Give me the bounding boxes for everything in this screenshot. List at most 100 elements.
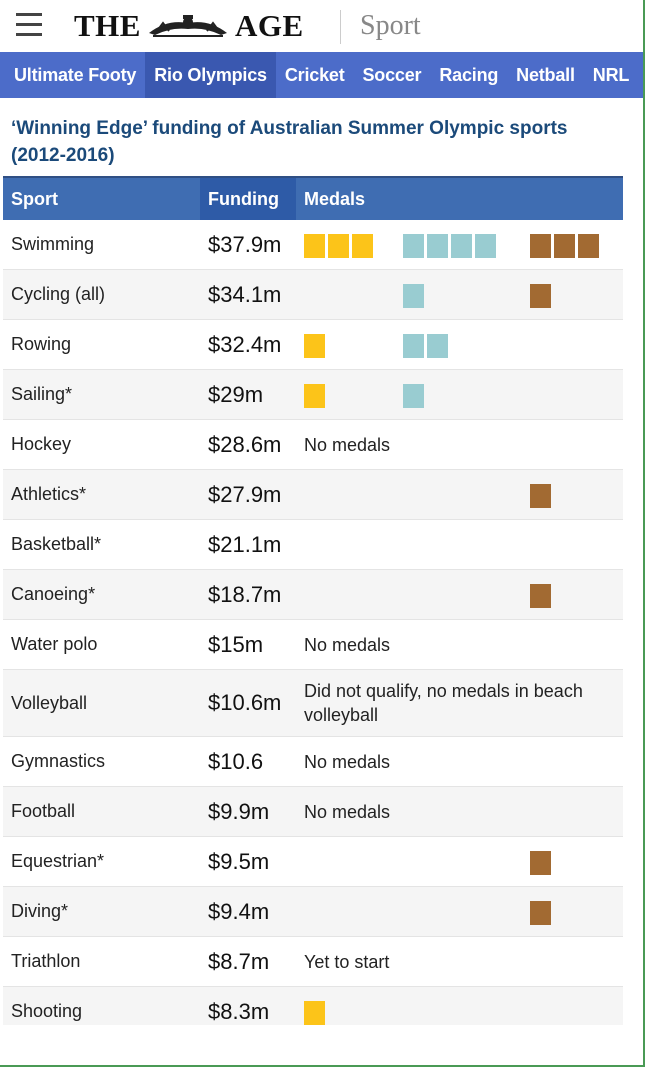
hamburger-menu-icon[interactable] <box>16 13 42 37</box>
nav-item-soccer[interactable]: Soccer <box>362 64 422 85</box>
sport-cell: Volleyball <box>3 669 200 737</box>
funding-cell: $37.9m <box>200 220 296 270</box>
medal-group <box>304 887 615 936</box>
funding-table: Sport Funding Medals Swimming $37.9m Cycli… <box>3 176 623 1037</box>
sport-cell: Athletics* <box>3 469 200 520</box>
bronze-medal-icon <box>530 284 551 308</box>
right-border <box>643 0 645 1067</box>
funding-cell: $9.4m <box>200 886 296 937</box>
medals-cell <box>296 469 623 520</box>
funding-cell: $29m <box>200 369 296 420</box>
medals-cell <box>296 569 623 620</box>
medal-group <box>304 520 615 569</box>
sport-cell: Cycling (all) <box>3 269 200 320</box>
table-row: Canoeing* $18.7m <box>3 569 623 620</box>
silver-medal-icon <box>427 334 448 358</box>
bronze-medal-icon <box>530 234 551 258</box>
medal-note: Yet to start <box>304 951 390 972</box>
silver-medal-icon <box>403 334 424 358</box>
table-row: Rowing $32.4m <box>3 319 623 370</box>
sport-cell: Equestrian* <box>3 836 200 887</box>
table-row: Water polo $15m No medals <box>3 619 623 670</box>
header-medals: Medals <box>296 176 623 220</box>
sport-cell: Sailing* <box>3 369 200 420</box>
medal-group <box>304 987 615 1036</box>
table-row: Equestrian* $9.5m <box>3 836 623 887</box>
medal-note: No medals <box>304 801 391 822</box>
table-row: Basketball* $21.1m <box>3 519 623 570</box>
bronze-medal-icon <box>530 901 551 925</box>
header-sport: Sport <box>3 176 200 220</box>
medals-cell <box>296 836 623 887</box>
medals-cell: No medals <box>296 786 623 837</box>
nav-item-nrl[interactable]: NRL <box>592 64 630 85</box>
funding-cell: $9.9m <box>200 786 296 837</box>
silver-medal-icon <box>403 384 424 408</box>
gold-medal-icon <box>304 334 325 358</box>
medal-note: No medals <box>304 634 391 655</box>
medals-cell: Yet to start <box>296 936 623 987</box>
nav-item-ultimate-footy[interactable]: Ultimate Footy <box>14 64 137 85</box>
bronze-medal-icon <box>554 234 575 258</box>
medal-group <box>304 837 615 886</box>
funding-cell: $15m <box>200 619 296 670</box>
table-row: Hockey $28.6m No medals <box>3 419 623 470</box>
nav-item-netball[interactable]: Netball <box>516 64 575 85</box>
funding-cell: $10.6 <box>200 736 296 787</box>
medals-cell: No medals <box>296 736 623 787</box>
sport-cell: Swimming <box>3 220 200 270</box>
medals-cell <box>296 886 623 937</box>
bronze-medal-icon <box>530 851 551 875</box>
section-name: Sport <box>360 10 421 41</box>
gold-medal-icon <box>304 1001 325 1025</box>
sport-cell: Basketball* <box>3 519 200 570</box>
medal-group <box>304 370 615 419</box>
nav-item-cricket[interactable]: Cricket <box>284 64 345 85</box>
table-row: Diving* $9.4m <box>3 886 623 937</box>
funding-cell: $8.7m <box>200 936 296 987</box>
funding-cell: $27.9m <box>200 469 296 520</box>
medals-cell: Did not qualify, no medals in beach voll… <box>296 669 623 737</box>
gold-medal-icon <box>328 234 349 258</box>
medal-group <box>304 320 615 369</box>
medals-cell: No medals <box>296 619 623 670</box>
funding-cell: $28.6m <box>200 419 296 470</box>
table-header-row: Sport Funding Medals <box>3 176 623 220</box>
crest-icon <box>148 15 227 37</box>
nav-item-racing[interactable]: Racing <box>439 64 499 85</box>
section-nav: Ultimate Footy Rio Olympics Cricket Socc… <box>0 52 645 98</box>
medal-note: No medals <box>304 434 391 455</box>
table-row: Gymnastics $10.6 No medals <box>3 736 623 787</box>
medal-group <box>304 220 615 269</box>
silver-medal-icon <box>475 234 496 258</box>
silver-medal-icon <box>403 234 424 258</box>
chart-title: ‘Winning Edge’ funding of Australian Sum… <box>11 118 568 166</box>
medal-group <box>304 470 615 519</box>
table-row: Athletics* $27.9m <box>3 469 623 520</box>
bronze-medal-icon <box>530 484 551 508</box>
funding-cell: $10.6m <box>200 669 296 737</box>
sport-cell: Water polo <box>3 619 200 670</box>
logo-text-the: THE <box>74 8 141 43</box>
logo-text-age: AGE <box>234 8 304 43</box>
funding-cell: $32.4m <box>200 319 296 370</box>
sport-cell: Canoeing* <box>3 569 200 620</box>
funding-cell: $18.7m <box>200 569 296 620</box>
funding-cell: $34.1m <box>200 269 296 320</box>
table-row: Triathlon $8.7m Yet to start <box>3 936 623 987</box>
silver-medal-icon <box>427 234 448 258</box>
medal-note: No medals <box>304 751 391 772</box>
silver-medal-icon <box>451 234 472 258</box>
medals-cell <box>296 369 623 420</box>
bronze-medal-icon <box>578 234 599 258</box>
the-age-logo[interactable]: THE AGE <box>74 8 304 44</box>
nav-item-rio-olympics[interactable]: Rio Olympics <box>145 52 276 98</box>
table-row: Cycling (all) $34.1m <box>3 269 623 320</box>
sport-cell: Hockey <box>3 419 200 470</box>
masthead: THE AGE Sport <box>0 0 645 52</box>
table-row: Sailing* $29m <box>3 369 623 420</box>
medal-group <box>304 570 615 619</box>
sport-cell: Diving* <box>3 886 200 937</box>
sport-cell: Triathlon <box>3 936 200 987</box>
gold-medal-icon <box>304 384 325 408</box>
